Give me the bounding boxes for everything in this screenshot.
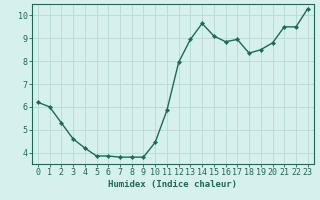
X-axis label: Humidex (Indice chaleur): Humidex (Indice chaleur)	[108, 180, 237, 189]
